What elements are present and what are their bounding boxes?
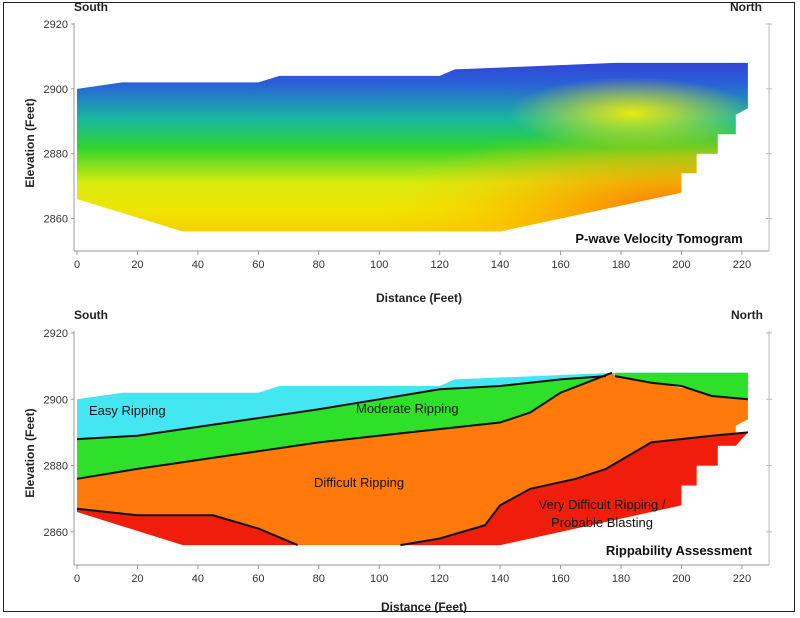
y-tick-label: 2880 [44, 149, 68, 161]
top-chart-caption: P-wave Velocity Tomogram [575, 231, 742, 246]
velocity-fast-zone [77, 62, 748, 232]
x-tick-label: 200 [672, 259, 690, 271]
x-tick-label: 40 [192, 259, 204, 271]
y-tick-label: 2900 [44, 84, 68, 96]
x-tick-label: 160 [551, 259, 569, 271]
x-tick-label: 120 [430, 259, 448, 271]
x-tick-label: 180 [612, 259, 630, 271]
y-tick-label: 2860 [44, 214, 68, 226]
figure-frame: South North 2920 2900 2880 2860 0 20 40 60 80 10… [3, 0, 795, 614]
top-x-axis-title: Distance (Feet) [376, 291, 462, 305]
y-tick-label: 2880 [44, 461, 68, 473]
x-tick-label: 160 [551, 573, 569, 585]
x-tick-label: 120 [430, 573, 448, 585]
boundary-easy-moderate [76, 375, 606, 441]
zone-label-easy: Easy Ripping [89, 403, 166, 418]
bottom-x-axis-title: Distance (Feet) [381, 600, 467, 613]
zone-label-moderate: Moderate Ripping [356, 401, 459, 416]
zone-label-very-difficult-line1: Very Difficult Ripping / [539, 497, 666, 512]
bottom-y-ticks: 2920 2900 2880 2860 [44, 328, 772, 539]
x-tick-label: 20 [131, 573, 143, 585]
x-tick-label: 220 [733, 259, 751, 271]
velocity-tomogram-chart: South North 2920 2900 2880 2860 0 20 40 60 80 10… [23, 0, 772, 305]
bottom-chart-caption: Rippability Assessment [606, 543, 753, 558]
boundary-difficult-very-left [76, 507, 298, 547]
x-tick-label: 20 [131, 259, 143, 271]
rippability-chart: South North 2920 2900 2880 2860 0 20 40 60 80 10… [23, 308, 772, 614]
top-north-label: North [730, 3, 762, 14]
x-tick-label: 0 [74, 573, 80, 585]
x-tick-label: 60 [252, 573, 264, 585]
zone-label-difficult: Difficult Ripping [314, 475, 404, 490]
y-tick-label: 2860 [44, 527, 68, 539]
top-y-axis-title: Elevation (Feet) [23, 98, 37, 187]
boundary-difficult-very-right [400, 431, 748, 547]
boundary-moderate-difficult-right [614, 375, 748, 401]
top-south-label: South [74, 3, 108, 14]
zone-very-difficult-ripping [77, 432, 748, 546]
top-y-ticks: 2920 2900 2880 2860 [44, 19, 772, 226]
x-tick-label: 0 [74, 259, 80, 271]
bottom-north-label: North [731, 308, 763, 322]
top-x-ticks: 0 20 40 60 80 100 120 140 160 180 200 220 [74, 251, 751, 271]
y-tick-label: 2920 [44, 19, 68, 31]
y-tick-label: 2920 [44, 328, 68, 340]
zone-label-very-difficult-line2: Probable Blasting [551, 515, 653, 530]
x-tick-label: 60 [252, 259, 264, 271]
x-tick-label: 40 [192, 573, 204, 585]
x-tick-label: 140 [491, 259, 509, 271]
x-tick-label: 220 [733, 573, 751, 585]
velocity-field [77, 62, 748, 232]
x-tick-label: 200 [672, 573, 690, 585]
x-tick-label: 180 [612, 573, 630, 585]
y-tick-label: 2900 [44, 394, 68, 406]
bottom-south-label: South [74, 308, 108, 322]
zone-moderate-ripping [77, 372, 612, 479]
x-tick-label: 100 [370, 573, 388, 585]
bottom-x-ticks: 0 20 40 60 80 100 120 140 160 180 200 220 [74, 565, 751, 585]
x-tick-label: 140 [491, 573, 509, 585]
bottom-y-axis-title: Elevation (Feet) [23, 408, 37, 497]
x-tick-label: 80 [313, 259, 325, 271]
zone-moderate-ripping-right [615, 372, 748, 400]
x-tick-label: 100 [370, 259, 388, 271]
figure-svg: South North 2920 2900 2880 2860 0 20 40 60 80 10… [23, 0, 772, 614]
x-tick-label: 80 [313, 573, 325, 585]
boundary-moderate-difficult [76, 371, 613, 480]
